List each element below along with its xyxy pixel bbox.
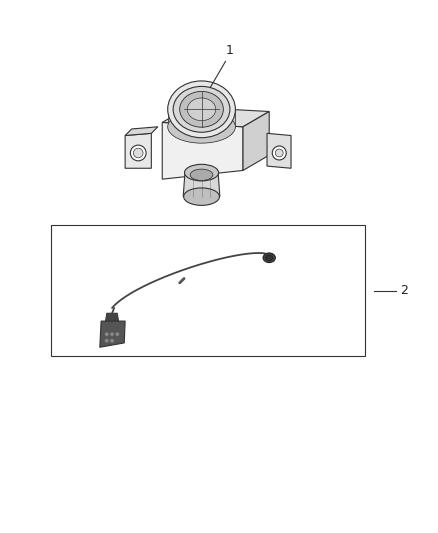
Polygon shape	[162, 107, 269, 127]
Polygon shape	[243, 111, 269, 171]
Polygon shape	[125, 133, 151, 168]
Polygon shape	[267, 133, 291, 168]
Circle shape	[105, 338, 109, 343]
Bar	[51, 225, 365, 356]
Ellipse shape	[263, 253, 276, 263]
Polygon shape	[100, 321, 125, 348]
Ellipse shape	[168, 81, 235, 138]
Circle shape	[131, 145, 146, 161]
Polygon shape	[125, 127, 158, 135]
Ellipse shape	[180, 92, 223, 127]
Ellipse shape	[184, 164, 219, 181]
Ellipse shape	[168, 110, 235, 143]
Ellipse shape	[190, 169, 213, 181]
Circle shape	[134, 148, 143, 158]
Ellipse shape	[187, 98, 216, 120]
Circle shape	[115, 332, 120, 336]
Circle shape	[272, 146, 286, 160]
Ellipse shape	[266, 255, 273, 261]
Text: 2: 2	[400, 284, 408, 297]
Circle shape	[110, 332, 114, 336]
Text: 1: 1	[226, 44, 234, 57]
Polygon shape	[168, 109, 235, 127]
Circle shape	[276, 149, 283, 157]
Polygon shape	[183, 173, 220, 197]
Polygon shape	[106, 313, 119, 321]
Circle shape	[110, 338, 114, 343]
Circle shape	[105, 332, 109, 336]
Ellipse shape	[184, 188, 219, 205]
Polygon shape	[162, 123, 243, 179]
Ellipse shape	[173, 86, 230, 132]
